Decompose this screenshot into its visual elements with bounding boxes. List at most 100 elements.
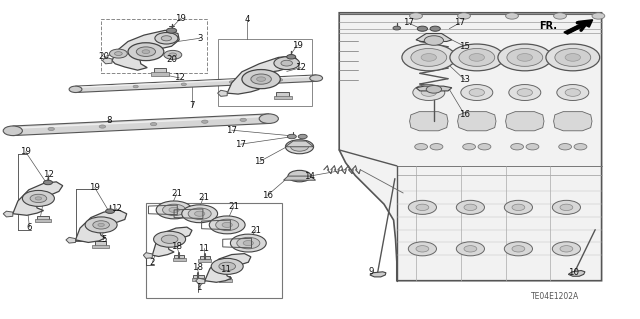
Circle shape — [287, 55, 296, 59]
Circle shape — [469, 89, 484, 96]
Circle shape — [237, 237, 260, 249]
Circle shape — [169, 207, 179, 212]
Bar — [219, 279, 232, 282]
Bar — [274, 96, 292, 99]
Text: 19: 19 — [90, 183, 100, 192]
Circle shape — [504, 200, 532, 214]
Text: 21: 21 — [228, 202, 239, 211]
Bar — [146, 203, 282, 298]
Circle shape — [456, 242, 484, 256]
Polygon shape — [416, 86, 452, 91]
Bar — [193, 275, 204, 278]
Circle shape — [109, 49, 127, 58]
Circle shape — [229, 81, 234, 83]
Text: 11: 11 — [198, 244, 209, 253]
Circle shape — [393, 26, 401, 30]
Text: 11: 11 — [220, 265, 231, 274]
Polygon shape — [13, 182, 63, 215]
Circle shape — [408, 200, 436, 214]
Circle shape — [565, 89, 580, 96]
Circle shape — [166, 28, 177, 33]
Circle shape — [560, 246, 573, 252]
Circle shape — [421, 89, 436, 96]
Circle shape — [408, 242, 436, 256]
Text: 16: 16 — [262, 191, 273, 200]
Circle shape — [285, 140, 314, 154]
Circle shape — [478, 144, 491, 150]
Circle shape — [424, 36, 444, 45]
Circle shape — [98, 223, 104, 226]
Text: 4: 4 — [244, 15, 250, 24]
Polygon shape — [13, 114, 269, 136]
Circle shape — [195, 211, 205, 216]
Circle shape — [155, 33, 178, 44]
Circle shape — [565, 54, 580, 61]
Circle shape — [507, 48, 543, 66]
Circle shape — [560, 204, 573, 211]
Circle shape — [287, 134, 296, 139]
Polygon shape — [458, 112, 496, 131]
Circle shape — [48, 127, 54, 130]
Text: 17: 17 — [235, 140, 246, 149]
Circle shape — [22, 190, 54, 206]
Text: 12: 12 — [111, 204, 122, 213]
Bar — [35, 219, 51, 222]
Text: 20: 20 — [98, 52, 109, 61]
Bar — [92, 245, 109, 248]
Polygon shape — [196, 278, 205, 284]
Circle shape — [417, 26, 428, 31]
Bar — [174, 255, 184, 258]
Text: 18: 18 — [191, 263, 203, 272]
Text: 2: 2 — [150, 258, 155, 267]
Polygon shape — [152, 227, 192, 256]
Text: 20: 20 — [166, 56, 177, 64]
Circle shape — [35, 197, 42, 200]
Circle shape — [164, 50, 182, 59]
FancyArrow shape — [564, 20, 593, 34]
Circle shape — [552, 200, 580, 214]
Circle shape — [456, 200, 484, 214]
Circle shape — [259, 114, 278, 123]
Polygon shape — [143, 253, 152, 258]
Bar — [173, 258, 186, 261]
Circle shape — [464, 246, 477, 252]
Circle shape — [211, 258, 243, 274]
Circle shape — [517, 54, 532, 61]
Circle shape — [202, 120, 208, 123]
Polygon shape — [554, 112, 592, 131]
Text: 13: 13 — [459, 75, 470, 84]
Bar — [151, 72, 169, 76]
Text: TE04E1202A: TE04E1202A — [531, 292, 580, 300]
Circle shape — [133, 85, 138, 88]
Circle shape — [222, 222, 232, 227]
Text: 19: 19 — [20, 147, 31, 156]
Circle shape — [154, 231, 186, 247]
Circle shape — [182, 205, 218, 223]
Text: 21: 21 — [250, 226, 262, 235]
Bar — [95, 241, 106, 246]
Circle shape — [511, 144, 524, 150]
Circle shape — [421, 54, 436, 61]
Bar — [198, 259, 211, 262]
Circle shape — [512, 204, 525, 211]
Circle shape — [506, 13, 518, 19]
Circle shape — [142, 50, 150, 54]
Text: 6: 6 — [27, 223, 32, 232]
Circle shape — [416, 246, 429, 252]
Circle shape — [450, 44, 504, 71]
Circle shape — [161, 235, 178, 243]
Circle shape — [188, 208, 211, 219]
Circle shape — [526, 144, 539, 150]
Circle shape — [163, 204, 186, 216]
Text: 15: 15 — [459, 42, 470, 51]
Polygon shape — [227, 56, 298, 94]
Text: 17: 17 — [454, 19, 465, 27]
Circle shape — [44, 180, 52, 185]
Circle shape — [85, 217, 117, 233]
Circle shape — [461, 85, 493, 100]
Circle shape — [156, 201, 192, 219]
Polygon shape — [416, 33, 452, 41]
Text: 12: 12 — [173, 73, 185, 82]
Circle shape — [430, 26, 440, 31]
Circle shape — [402, 44, 456, 71]
